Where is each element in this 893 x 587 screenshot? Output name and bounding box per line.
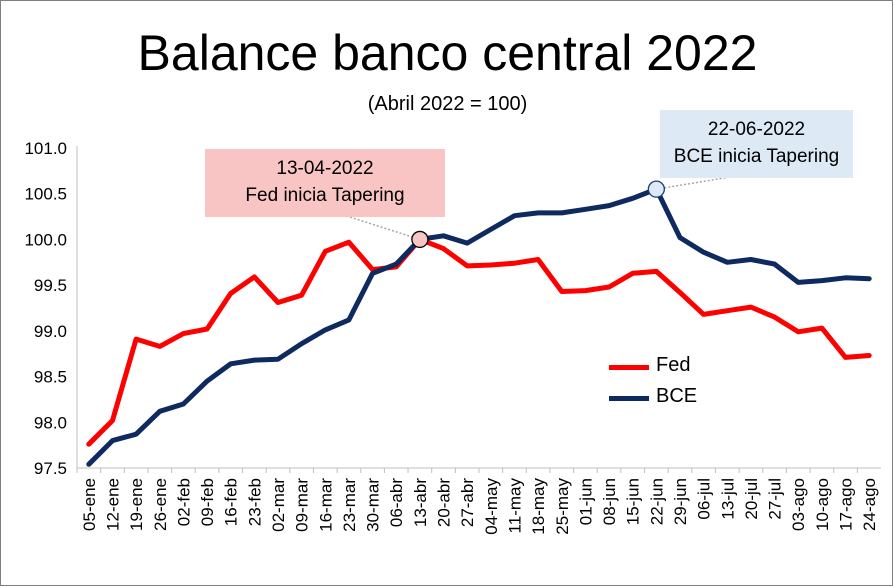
x-tick-label: 06-jul <box>695 478 714 520</box>
x-tick-label: 27-abr <box>458 478 477 527</box>
x-tick-label: 23-feb <box>245 478 264 526</box>
x-tick-label: 26-ene <box>151 478 170 531</box>
fed-callout-text: Fed inicia Tapering <box>245 185 405 206</box>
x-tick-label: 03-ago <box>789 478 808 531</box>
series-lines <box>86 186 872 467</box>
fed-tapering-callout: 13-04-2022 Fed inicia Tapering <box>205 149 445 217</box>
x-tick-label: 12-ene <box>103 478 122 531</box>
x-tick-label: 30-mar <box>364 478 383 532</box>
tick-labels: 97.5 98.0 98.5 99.0 99.5 100.0 100.5 101.0 05-en… <box>24 139 879 535</box>
legend-label-bce: BCE <box>656 385 698 407</box>
bce-callout-date: 22-06-2022 <box>707 119 806 140</box>
series-line-bce <box>86 186 872 467</box>
x-tick-label: 16-feb <box>222 478 241 526</box>
fed-callout-date: 13-04-2022 <box>276 158 374 179</box>
chart-subtitle: (Abril 2022 = 100) <box>367 93 528 115</box>
y-tick-label: 100.5 <box>24 185 67 204</box>
x-tick-label: 24-ago <box>860 478 879 531</box>
y-tick-label: 99.0 <box>34 322 67 341</box>
bce-tapering-callout: 22-06-2022 BCE inicia Tapering <box>660 110 853 178</box>
x-tick-label: 13-jul <box>718 478 737 520</box>
legend-swatch-bce <box>609 396 649 401</box>
x-tick-label: 02-mar <box>269 478 288 532</box>
x-tick-label: 01-jun <box>576 478 595 525</box>
y-tick-label: 99.5 <box>34 276 67 295</box>
x-tick-label: 06-abr <box>387 478 406 527</box>
y-tick-label: 98.5 <box>34 368 67 387</box>
y-tick-label: 101.0 <box>24 139 67 158</box>
x-tick-label: 15-jun <box>624 478 643 525</box>
y-tick-label: 98.0 <box>34 413 67 432</box>
x-tick-label: 02-feb <box>174 478 193 526</box>
callout-markers <box>411 180 666 249</box>
legend-swatch-fed <box>609 365 649 370</box>
x-tick-label: 18-may <box>529 478 548 535</box>
x-tick-label: 25-may <box>553 478 572 535</box>
axes <box>76 146 881 473</box>
x-tick-label: 22-jun <box>647 478 666 525</box>
x-tick-label: 13-abr <box>411 478 430 527</box>
x-tick-label: 11-may <box>505 478 524 534</box>
series-line-fed <box>86 236 872 447</box>
chart-title: Balance banco central 2022 <box>137 25 758 81</box>
x-tick-label: 10-ago <box>813 478 832 531</box>
y-tick-label: 97.5 <box>34 459 67 478</box>
x-tick-label: 09-mar <box>293 478 312 532</box>
x-tick-label: 29-jun <box>671 478 690 525</box>
x-tick-label: 05-ene <box>80 478 99 531</box>
bce-callout-text: BCE inicia Tapering <box>673 146 840 167</box>
y-tick-label: 100.0 <box>24 230 67 249</box>
x-tick-label: 16-mar <box>316 478 335 532</box>
x-tick-label: 20-abr <box>435 478 454 527</box>
x-tick-label: 19-ene <box>127 478 146 531</box>
fed-tapering-marker <box>411 230 429 249</box>
x-tick-label: 08-jun <box>600 478 619 525</box>
bce-tapering-marker <box>647 180 666 198</box>
x-tick-label: 17-ago <box>837 478 856 531</box>
fed-callout-leader <box>330 210 421 241</box>
x-tick-label: 23-mar <box>340 478 359 532</box>
x-tick-label: 20-jul <box>742 478 761 520</box>
x-tick-label: 09-feb <box>198 478 217 526</box>
x-tick-label: 04-may <box>482 478 501 535</box>
x-tick-label: 27-jul <box>766 478 785 520</box>
legend-label-fed: Fed <box>656 354 691 376</box>
